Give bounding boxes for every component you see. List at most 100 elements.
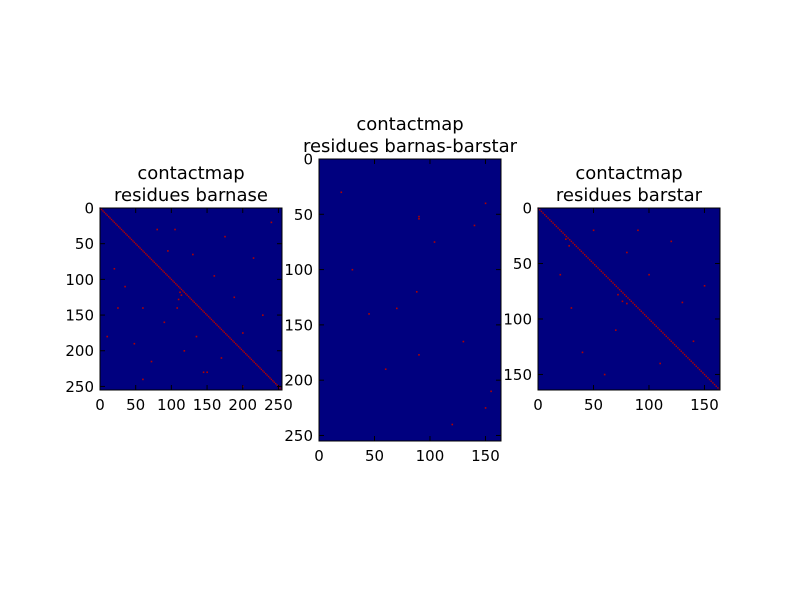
- diagonal-contact-cell: [262, 370, 264, 372]
- diagonal-contact-cell: [692, 362, 694, 364]
- diagonal-contact-cell: [190, 298, 193, 301]
- diagonal-contact-cell: [655, 325, 657, 327]
- diagonal-contact-cell: [240, 348, 243, 351]
- diagonal-contact-cell: [179, 287, 181, 289]
- panel-title-line: contactmap: [356, 114, 463, 135]
- diagonal-contact-cell: [117, 225, 120, 228]
- diagonal-contact-cell: [175, 283, 177, 285]
- diagonal-contact-cell: [257, 365, 260, 368]
- contact-cell: [220, 357, 223, 359]
- diagonal-contact-cell: [153, 261, 156, 264]
- contact-cell: [206, 371, 208, 374]
- diagonal-contact-cell: [219, 327, 221, 329]
- diagonal-contact-cell: [569, 239, 571, 241]
- diagonal-contact-cell: [205, 313, 207, 315]
- diagonal-contact-cell: [212, 320, 214, 322]
- diagonal-contact-cell: [122, 230, 124, 232]
- diagonal-contact-cell: [254, 362, 257, 365]
- y-tick-label: 50: [513, 255, 532, 273]
- diagonal-contact-cell: [637, 307, 639, 309]
- diagonal-contact-cell: [217, 325, 220, 328]
- diagonal-contact-cell: [145, 253, 147, 255]
- contact-cell: [117, 307, 119, 309]
- diagonal-contact-cell: [647, 317, 649, 319]
- diagonal-contact-cell: [570, 240, 573, 243]
- contact-cell: [614, 329, 617, 331]
- diagonal-contact-cell: [618, 288, 621, 291]
- axes-frame: [99, 207, 283, 391]
- diagonal-contact-cell: [585, 255, 588, 258]
- diagonal-contact-cell: [253, 361, 255, 363]
- diagonal-contact-cell: [630, 300, 633, 303]
- contact-cell: [703, 284, 706, 287]
- diagonal-contact-cell: [142, 250, 144, 252]
- contact-cell: [195, 335, 198, 338]
- diagonal-contact-cell: [107, 215, 110, 218]
- diagonal-contact-cell: [225, 333, 227, 335]
- heatmap-background: [319, 159, 501, 441]
- diagonal-contact-cell: [680, 350, 682, 352]
- diagonal-contact-cell: [152, 260, 154, 262]
- diagonal-contact-cell: [259, 367, 261, 369]
- diagonal-contact-cell: [273, 381, 275, 383]
- diagonal-contact-cell: [690, 360, 692, 362]
- x-tick-label: 50: [126, 396, 145, 414]
- diagonal-contact-cell: [587, 257, 589, 259]
- x-tick-label: 0: [533, 396, 543, 414]
- diagonal-contact-cell: [206, 314, 208, 316]
- diagonal-contact-cell: [100, 208, 103, 211]
- diagonal-contact-cell: [250, 358, 253, 361]
- contact-cell: [462, 340, 465, 343]
- diagonal-contact-cell: [572, 242, 574, 244]
- diagonal-contact-cell: [229, 337, 231, 339]
- diagonal-contact-cell: [675, 345, 677, 347]
- diagonal-contact-cell: [132, 240, 134, 242]
- contact-cell: [183, 350, 186, 352]
- diagonal-contact-cell: [677, 347, 679, 349]
- diagonal-contact-cell: [249, 357, 251, 359]
- diagonal-contact-cell: [210, 318, 213, 321]
- diagonal-contact-cell: [575, 245, 578, 248]
- diagonal-contact-cell: [252, 360, 254, 362]
- contact-cell: [617, 293, 619, 296]
- diagonal-contact-cell: [597, 267, 599, 269]
- contact-cell: [621, 300, 624, 303]
- diagonal-contact-cell: [605, 275, 608, 278]
- diagonal-contact-cell: [658, 328, 661, 331]
- diagonal-contact-cell: [685, 355, 687, 357]
- diagonal-contact-cell: [708, 378, 711, 381]
- diagonal-contact-cell: [155, 263, 157, 265]
- y-tick-label: 0: [303, 151, 313, 169]
- diagonal-contact-cell: [270, 378, 273, 381]
- diagonal-contact-cell: [216, 324, 218, 326]
- panel-title-line: residues barnase: [114, 185, 268, 206]
- x-tick-label: 150: [690, 396, 719, 414]
- contact-cell: [124, 285, 126, 288]
- diagonal-contact-cell: [106, 214, 108, 216]
- contact-cell: [106, 335, 109, 338]
- diagonal-contact-cell: [246, 354, 248, 356]
- diagonal-contact-cell: [123, 231, 126, 234]
- diagonal-contact-cell: [264, 372, 267, 375]
- diagonal-contact-cell: [617, 287, 619, 289]
- diagonal-contact-cell: [170, 278, 173, 281]
- diagonal-contact-cell: [215, 323, 217, 325]
- y-tick-label: 50: [294, 206, 313, 224]
- diagonal-contact-cell: [683, 353, 686, 356]
- diagonal-contact-cell: [698, 368, 701, 371]
- diagonal-contact-cell: [187, 295, 190, 298]
- diagonal-contact-cell: [163, 271, 166, 274]
- x-tick-label: 0: [95, 396, 105, 414]
- contact-cell: [156, 228, 158, 231]
- diagonal-contact-cell: [105, 213, 107, 215]
- diagonal-contact-cell: [193, 301, 196, 304]
- diagonal-contact-cell: [638, 308, 641, 311]
- diagonal-contact-cell: [280, 388, 283, 391]
- diagonal-contact-cell: [167, 275, 170, 278]
- contact-cell: [150, 360, 153, 363]
- diagonal-contact-cell: [593, 263, 596, 266]
- diagonal-contact-cell: [209, 317, 211, 319]
- diagonal-contact-cell: [274, 382, 277, 385]
